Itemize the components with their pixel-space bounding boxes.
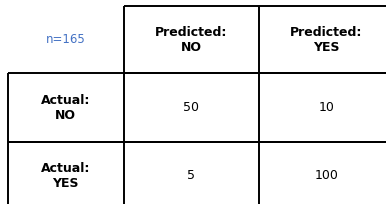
Text: 100: 100 [314,170,338,182]
Text: Actual:
YES: Actual: YES [41,162,90,190]
Text: Predicted:
NO: Predicted: NO [155,26,227,54]
Text: 5: 5 [187,170,195,182]
Text: n=165: n=165 [46,33,85,46]
Text: 50: 50 [183,101,199,114]
Text: Predicted:
YES: Predicted: YES [290,26,362,54]
Text: Actual:
NO: Actual: NO [41,94,90,122]
Text: 10: 10 [318,101,334,114]
